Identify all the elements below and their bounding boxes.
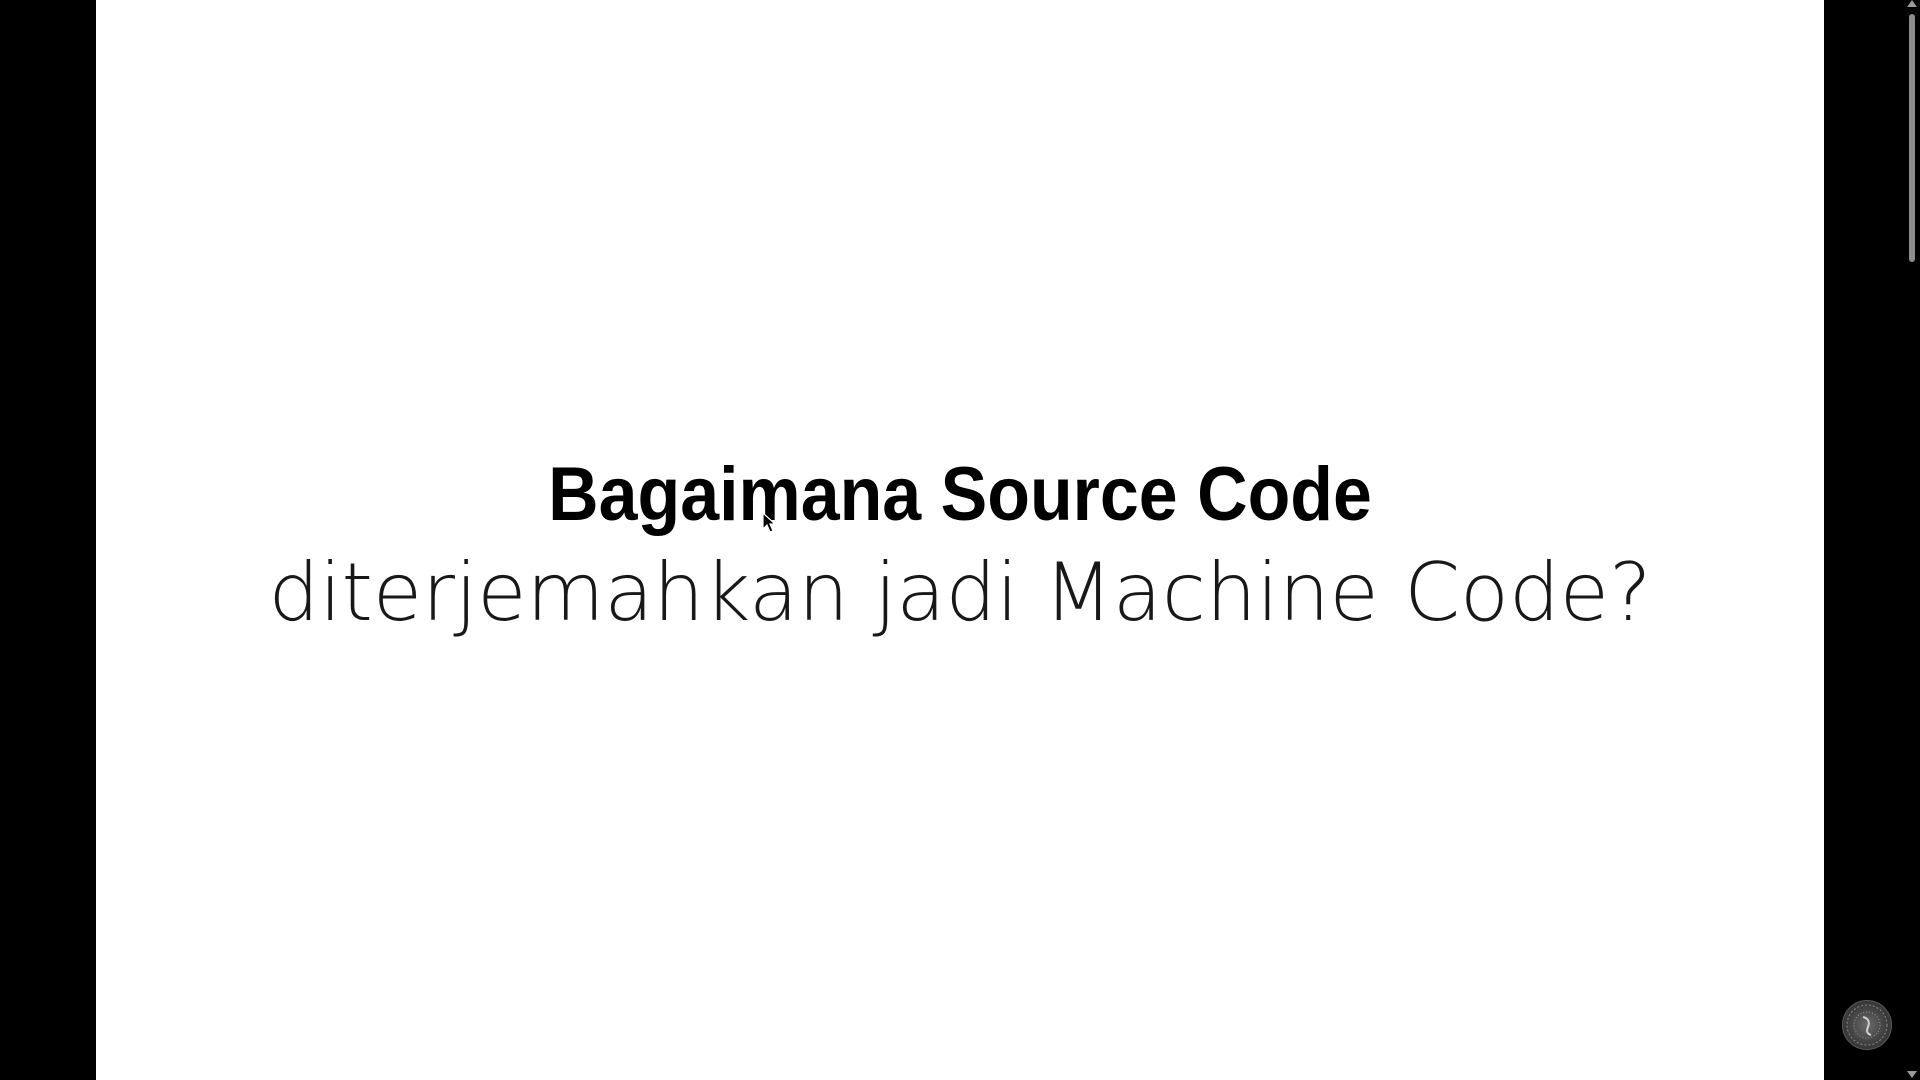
chevron-up-icon[interactable] (1907, 0, 1917, 7)
chevron-down-icon[interactable] (1907, 1071, 1917, 1078)
vertical-scrollbar[interactable] (1904, 0, 1920, 1080)
scrollbar-thumb[interactable] (1909, 14, 1915, 262)
logo-watermark-icon (1842, 1000, 1892, 1050)
mouse-pointer-icon (762, 512, 776, 533)
slide-canvas: Bagaimana Source Code diterjemahkan jadi… (96, 0, 1824, 1080)
slide-subtitle: diterjemahkan jadi Machine Code? (268, 546, 1652, 639)
slide-title: Bagaimana Source Code (548, 452, 1372, 537)
